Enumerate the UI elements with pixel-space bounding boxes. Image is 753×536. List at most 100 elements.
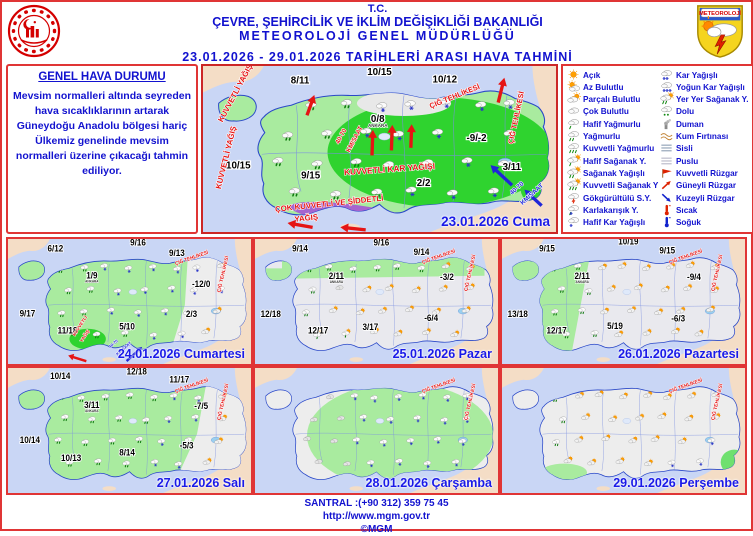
legend-item: Hafif Yağmurlu — [566, 118, 657, 130]
hafif-saganak-icon — [566, 153, 582, 169]
legend-item: Sıcak — [659, 204, 750, 217]
svg-text:12/17: 12/17 — [308, 325, 329, 335]
map-date-label: 29.01.2026 Perşembe — [613, 476, 739, 490]
svg-text:-9/-2: -9/-2 — [466, 133, 487, 144]
legend-item-label: Kuvvetli Yağmurlu — [583, 144, 655, 154]
svg-text:-6/4: -6/4 — [424, 313, 438, 323]
legend-item: Güneyli Rüzgar — [659, 180, 750, 192]
svg-text:2/2: 2/2 — [417, 178, 431, 189]
legend-item-label: Yoğun Kar Yağışlı — [675, 82, 745, 92]
svg-text:9/14: 9/14 — [292, 243, 308, 253]
legend-item-label: Hafif Kar Yağışlı — [583, 218, 646, 228]
legend-item: Çok Bulutlu — [566, 106, 657, 118]
kuvvetli-yagmurlu-icon — [566, 141, 581, 156]
hafif-yagmurlu-icon — [566, 117, 581, 132]
svg-text:13/18: 13/18 — [508, 309, 529, 319]
legend-item: Kuvvetli Rüzgar — [659, 168, 750, 180]
legend-item-label: Yer Yer Sağanak Y. — [675, 95, 749, 105]
ministry-logo-icon — [6, 3, 62, 64]
legend-item: Kum Fırtınası — [659, 131, 750, 143]
svg-text:-6/3: -6/3 — [671, 313, 685, 323]
svg-text:5/19: 5/19 — [607, 321, 623, 331]
legend-item-label: Sıcak — [675, 206, 698, 216]
map-date-label: 23.01.2026 Cuma — [441, 214, 550, 229]
svg-text:9/14: 9/14 — [414, 247, 430, 257]
legend-item-label: Gökgürültülü S.Y. — [583, 193, 652, 203]
header-tc: T.C. — [367, 2, 388, 15]
legend-item-label: Parçalı Bulutlu — [583, 95, 641, 105]
header-date-range: 23.01.2026 - 29.01.2026 TARİHLERİ ARASI … — [182, 49, 573, 64]
footer-phone: SANTRAL :(+90 312) 359 75 45 — [304, 498, 449, 509]
svg-text:ANKARA: ANKARA — [368, 123, 388, 128]
legend-item-label: Kuvvetli Sağanak Y — [583, 181, 659, 191]
yagmurlu-icon — [566, 129, 581, 144]
legend-item-label: Karlakarışık Y. — [583, 206, 639, 216]
header-mgm: METEOROLOJİ GENEL MÜDÜRLÜĞÜ — [239, 28, 516, 43]
kuvvetli-ruzgar-icon — [659, 166, 674, 181]
hafif-kar-icon — [566, 215, 581, 230]
legend-column-1: Açık Az Bulutlu Parçalı Bulutlu Çok Bulutlu… — [566, 68, 659, 229]
legend-item-label: Puslu — [675, 156, 699, 166]
svg-text:ANKARA: ANKARA — [575, 280, 589, 284]
yogun-kar-icon — [659, 80, 674, 95]
legend-item-label: Kuzeyli Rüzgar — [675, 193, 735, 203]
legend-item: Hafif Sağanak Y. — [566, 153, 657, 169]
map-29-01-2026-persembe: ÇIĞ TEHLİKESİ ÇIĞ TEHLİKESİ 29.01.2026 Per… — [500, 366, 747, 495]
svg-text:11/17: 11/17 — [169, 374, 189, 384]
meteoroloji-logo-text: METEOROLOJİ — [699, 10, 741, 17]
legend-item: Kuvvetli Sağanak Y — [566, 177, 659, 192]
general-weather-text: Mevsim normalleri altında seyreden hava … — [13, 90, 191, 177]
guneyli-icon — [659, 178, 674, 193]
sisli-icon — [659, 141, 674, 156]
svg-text:9/16: 9/16 — [373, 239, 389, 247]
legend-item-label: Yağmurlu — [583, 132, 621, 142]
svg-text:8/14: 8/14 — [119, 447, 135, 457]
map-27-01-2026-sali: 10/14 12/18 11/17 3/11 ANKARA -7/5 10/14 10/13 8… — [6, 366, 253, 495]
svg-text:3/11: 3/11 — [503, 162, 522, 173]
legend-item-label: Sağanak Yağışlı — [583, 169, 645, 179]
yer-yer-saganak-icon — [659, 91, 675, 107]
legend-item-label: Kuvvetli Rüzgar — [675, 169, 738, 179]
legend-item: Sisli — [659, 143, 750, 155]
svg-text:ANKARA: ANKARA — [85, 409, 99, 413]
daily-maps-grid: 6/12 9/16 9/13 1/9 ANKARA -12/0 9/17 11/18 5/10 2… — [6, 237, 747, 495]
dolu-icon — [659, 104, 674, 119]
svg-text:ANKARA: ANKARA — [85, 279, 99, 283]
svg-text:9/15: 9/15 — [659, 245, 675, 255]
footer-url-link[interactable]: http://www.mgm.gov.tr — [322, 511, 431, 522]
svg-text:9/13: 9/13 — [169, 248, 185, 258]
svg-text:9/15: 9/15 — [539, 243, 555, 253]
legend-item-label: Kum Fırtınası — [675, 132, 729, 142]
legend-item: Yoğun Kar Yağışlı — [659, 81, 750, 93]
meteoroloji-logo-icon: METEOROLOJİ — [693, 3, 747, 64]
legend-item: Soğuk — [659, 217, 750, 229]
svg-text:-9/4: -9/4 — [687, 272, 701, 282]
acik-icon — [566, 68, 581, 83]
legend-item: Kuzeyli Rüzgar — [659, 192, 750, 204]
map-26-01-2026-pazartesi: 9/15 10/19 9/15 2/11 ANKARA -9/4 13/18 12/17 5/1… — [500, 237, 747, 366]
legend-item: Hafif Kar Yağışlı — [566, 217, 657, 229]
header-ministry: ÇEVRE, ŞEHİRCİLİK VE İKLİM DEĞİŞİKLİĞİ B… — [212, 14, 543, 29]
svg-text:ANKARA: ANKARA — [330, 280, 344, 284]
duman-icon — [659, 117, 674, 132]
legend-item: Kar Yağışlı — [659, 69, 750, 81]
map-date-label: 28.01.2026 Çarşamba — [365, 476, 492, 490]
legend-item: Az Bulutlu — [566, 80, 657, 93]
svg-text:10/13: 10/13 — [61, 453, 82, 463]
footer: SANTRAL :(+90 312) 359 75 45 http://www.… — [6, 497, 747, 536]
legend-item-label: Sisli — [675, 144, 693, 154]
svg-text:2/11: 2/11 — [575, 271, 591, 281]
legend-item-label: Açık — [583, 70, 601, 80]
legend-item-label: Az Bulutlu — [583, 82, 624, 92]
header-titles: T.C. ÇEVRE, ŞEHİRCİLİK VE İKLİM DEĞİŞİKL… — [62, 3, 693, 64]
footer-copyright: ©MGM — [360, 524, 393, 535]
svg-text:12/17: 12/17 — [547, 325, 568, 335]
svg-text:3/17: 3/17 — [363, 322, 379, 332]
legend-box: Açık Az Bulutlu Parçalı Bulutlu Çok Bulutlu… — [561, 64, 753, 234]
svg-text:-12/0: -12/0 — [192, 279, 211, 289]
map-date-label: 27.01.2026 Salı — [156, 476, 245, 490]
legend-item: Duman — [659, 118, 750, 130]
general-weather-title: GENEL HAVA DURUMU — [38, 71, 166, 83]
legend-item: Yağmurlu — [566, 131, 657, 143]
karla-karisik-icon — [566, 203, 581, 218]
